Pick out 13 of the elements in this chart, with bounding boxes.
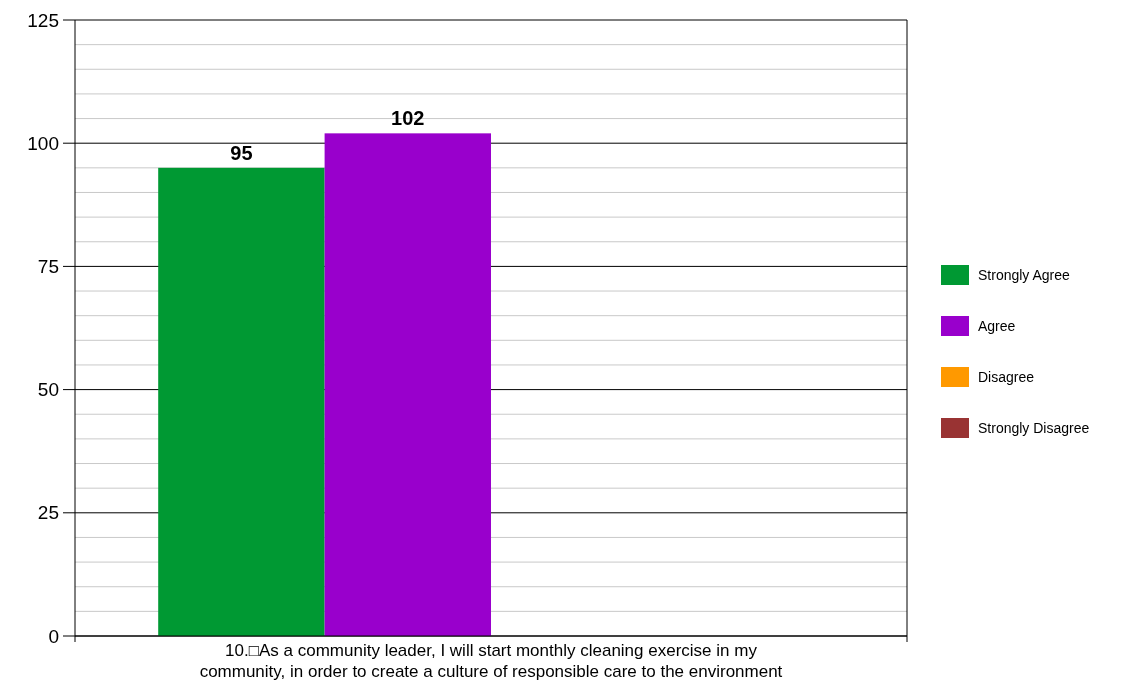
y-tick-label: 50 <box>37 379 59 401</box>
y-tick-label: 125 <box>27 9 59 31</box>
legend-label: Strongly Disagree <box>978 419 1090 436</box>
y-tick-label: 0 <box>48 625 59 647</box>
legend-label: Disagree <box>978 368 1035 385</box>
legend-label: Strongly Agree <box>978 266 1071 283</box>
data-label: 102 <box>391 107 425 130</box>
y-tick-label: 25 <box>37 502 59 524</box>
data-label: 95 <box>230 141 253 164</box>
y-tick-label: 100 <box>27 132 59 154</box>
x-tick-label: 10.□As a community leader, I will start monthly cleaning exercise in my community, in order to create a culture of responsible care to the environment <box>199 641 783 681</box>
legend-label: Agree <box>978 317 1016 334</box>
y-tick-label: 75 <box>37 256 59 278</box>
